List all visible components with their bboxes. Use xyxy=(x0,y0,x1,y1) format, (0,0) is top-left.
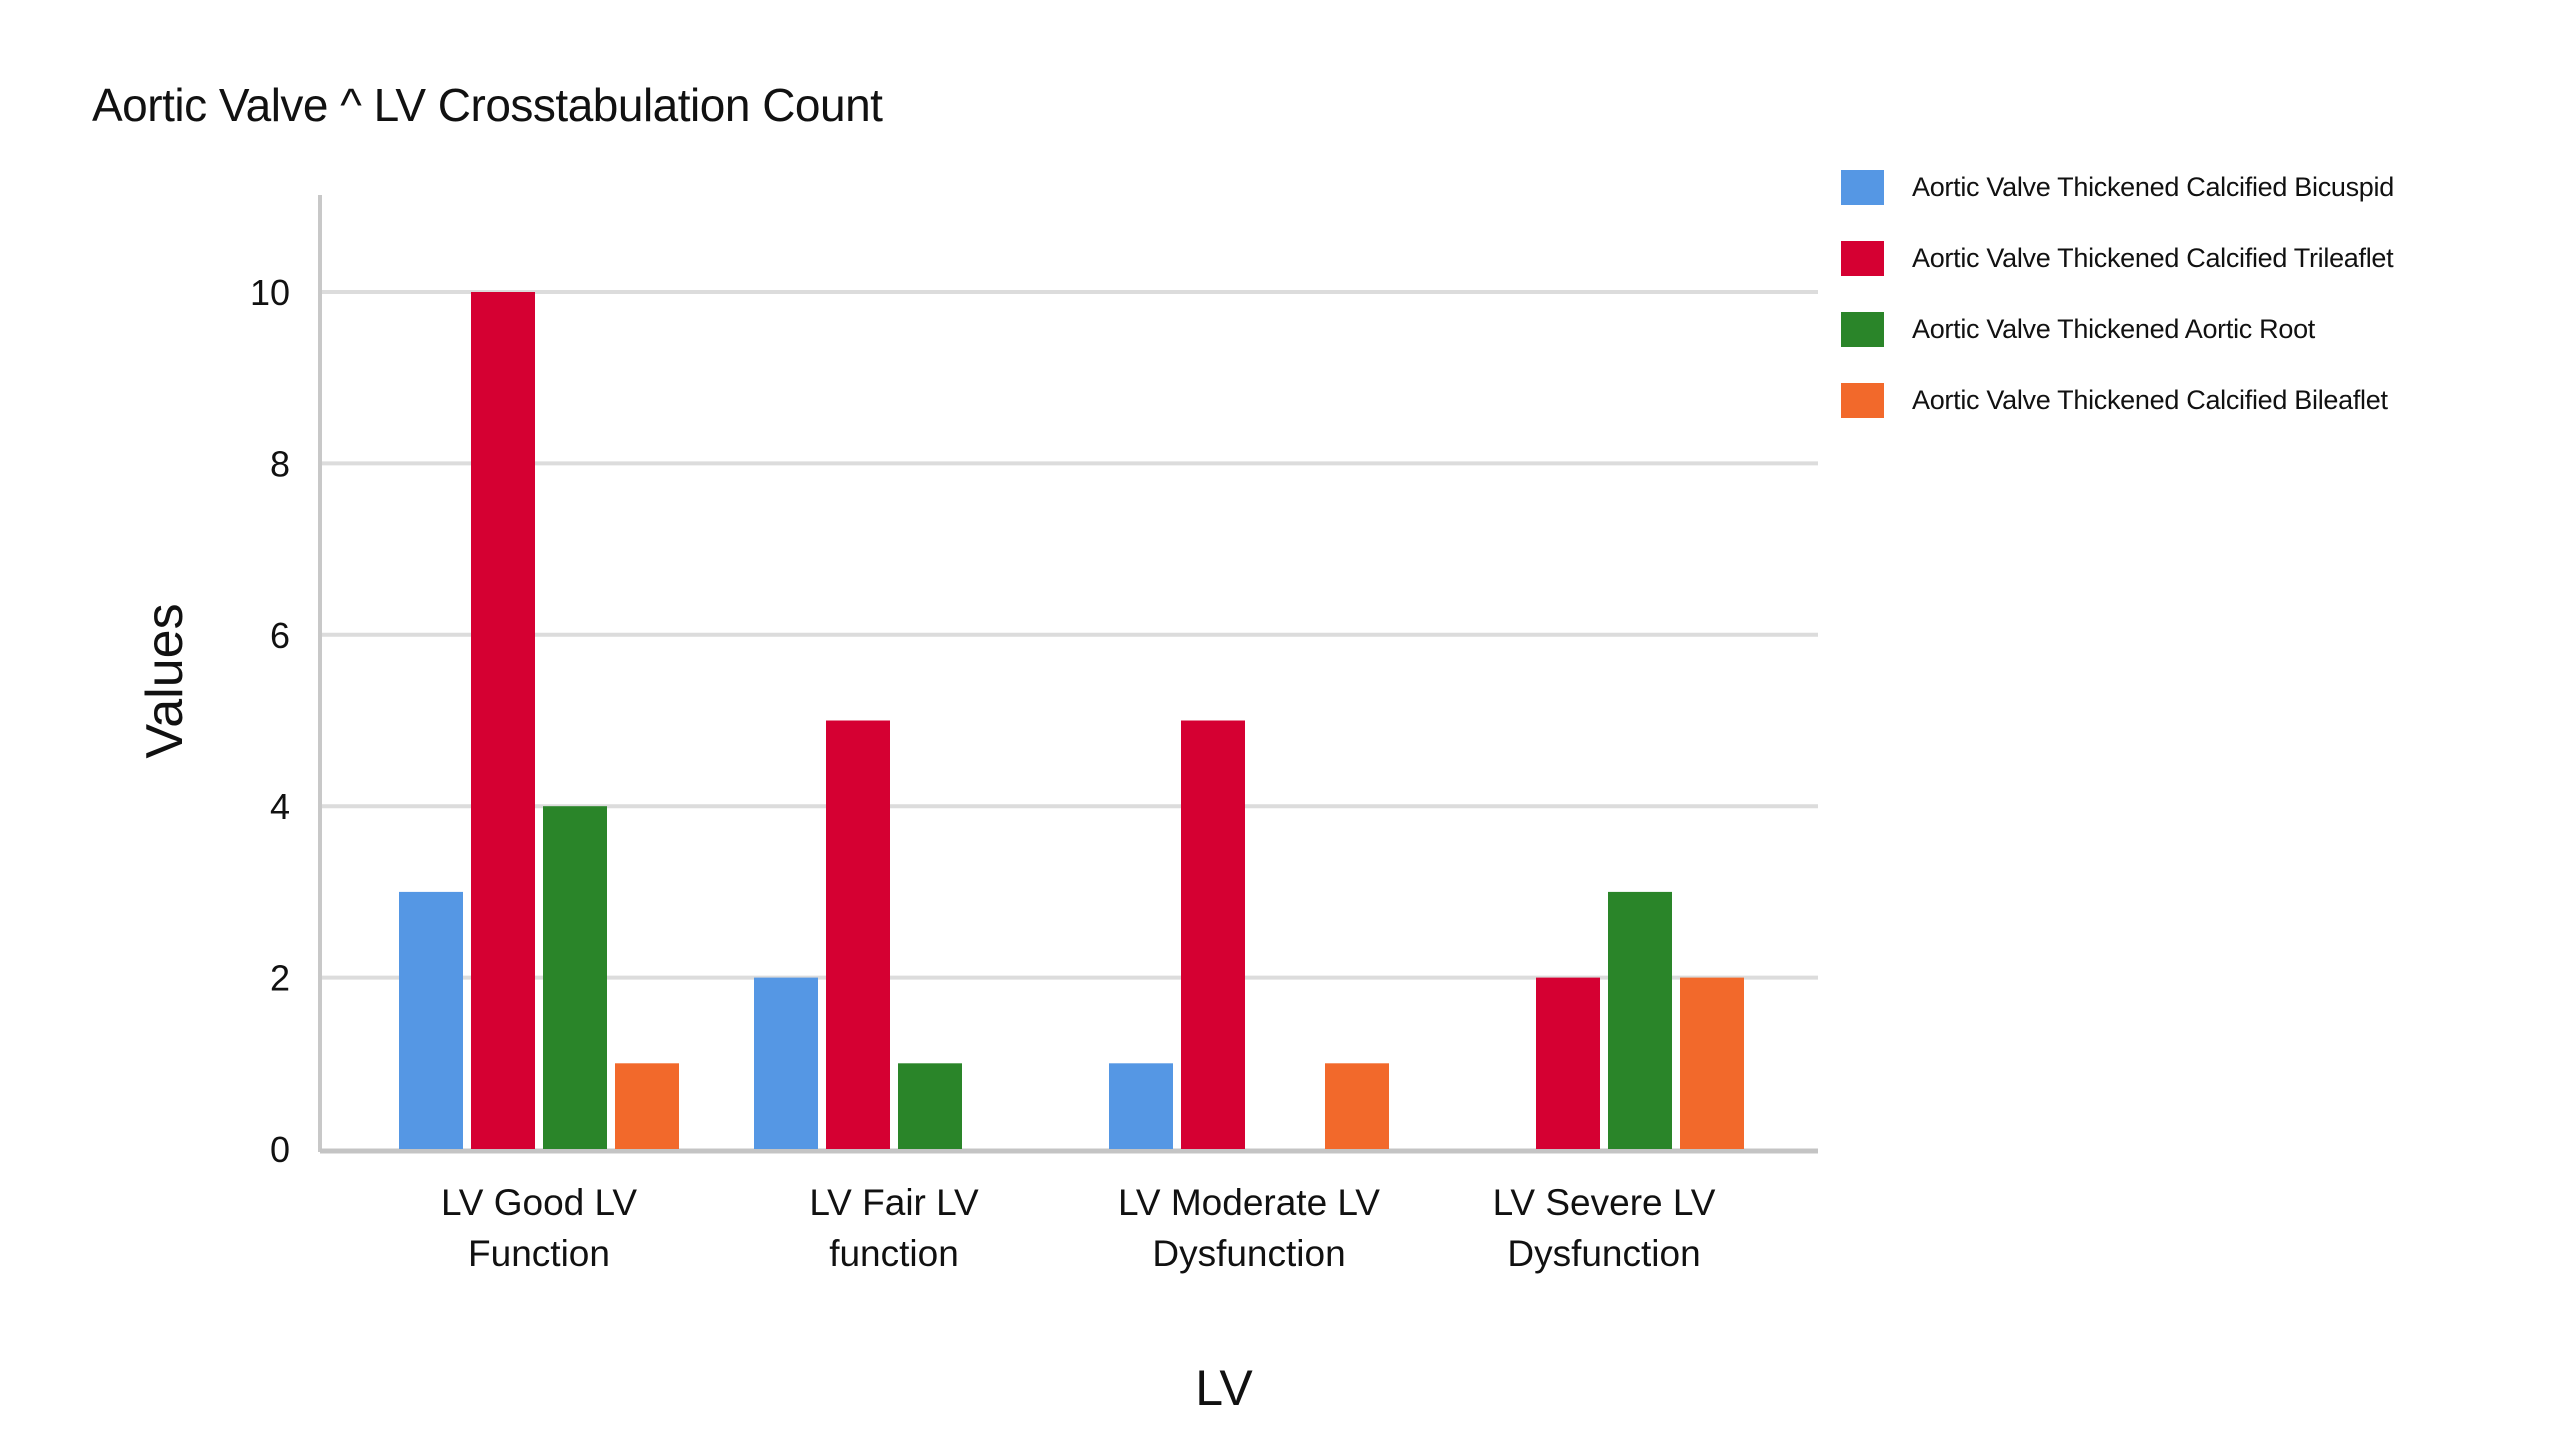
x-tick-label: Dysfunction xyxy=(1152,1233,1345,1274)
legend-item: Aortic Valve Thickened Calcified Bicuspi… xyxy=(1841,166,2394,208)
legend-swatch xyxy=(1841,169,1884,205)
bar-4-4 xyxy=(1680,977,1744,1149)
legend-item: Aortic Valve Thickened Aortic Root xyxy=(1841,308,2394,350)
y-axis-title: Values xyxy=(136,603,194,758)
y-tick-label: 2 xyxy=(270,958,290,999)
bar-2-4 xyxy=(1536,977,1600,1149)
bar-3-4 xyxy=(1608,891,1672,1149)
legend-swatch xyxy=(1841,382,1884,418)
x-tick-label: Function xyxy=(468,1233,610,1274)
legend: Aortic Valve Thickened Calcified Bicuspi… xyxy=(1841,166,2394,450)
x-tick-label: LV Moderate LV xyxy=(1118,1182,1380,1223)
bar-2-2 xyxy=(826,720,890,1149)
x-tick-label: LV Severe LV xyxy=(1493,1182,1716,1223)
bar-2-3 xyxy=(1181,720,1245,1149)
x-tick-label: LV Good LV xyxy=(441,1182,637,1223)
bar-1-3 xyxy=(1109,1063,1173,1149)
legend-label: Aortic Valve Thickened Calcified Trileaf… xyxy=(1912,242,2394,273)
bar-4-1 xyxy=(615,1063,679,1149)
legend-label: Aortic Valve Thickened Calcified Bileafl… xyxy=(1912,384,2388,415)
y-tick-label: 4 xyxy=(270,786,290,827)
x-tick-label: Dysfunction xyxy=(1507,1233,1700,1274)
x-tick-label: LV Fair LV xyxy=(809,1182,979,1223)
bar-1-2 xyxy=(754,977,818,1149)
legend-swatch xyxy=(1841,311,1884,347)
y-tick-label: 0 xyxy=(270,1129,290,1170)
bar-3-2 xyxy=(898,1063,962,1149)
bar-2-1 xyxy=(471,292,535,1149)
y-tick-label: 8 xyxy=(270,443,290,484)
y-tick-label: 6 xyxy=(270,615,290,656)
legend-item: Aortic Valve Thickened Calcified Trileaf… xyxy=(1841,237,2394,279)
bar-3-1 xyxy=(543,806,607,1149)
legend-item: Aortic Valve Thickened Calcified Bileafl… xyxy=(1841,379,2394,421)
legend-swatch xyxy=(1841,240,1884,276)
y-tick-label: 10 xyxy=(250,272,290,313)
legend-label: Aortic Valve Thickened Aortic Root xyxy=(1912,313,2316,344)
x-tick-label: function xyxy=(829,1233,959,1274)
chart-title: Aortic Valve ^ LV Crosstabulation Count xyxy=(92,79,883,131)
x-axis-title: LV xyxy=(1195,1360,1253,1416)
bar-1-1 xyxy=(399,891,463,1149)
legend-label: Aortic Valve Thickened Calcified Bicuspi… xyxy=(1912,171,2394,202)
bar-4-3 xyxy=(1325,1063,1389,1149)
